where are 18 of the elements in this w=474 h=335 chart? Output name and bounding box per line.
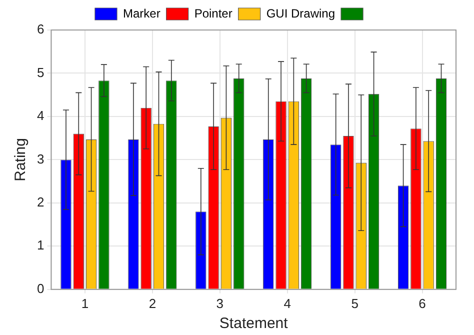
x-axis-title: Statement — [219, 315, 289, 332]
legend-label: Marker — [122, 6, 160, 20]
y-axis-title: Rating — [12, 138, 30, 182]
y-tick-label: 0 — [36, 280, 44, 296]
x-tick-label: 5 — [351, 296, 358, 311]
y-tick-label: 1 — [36, 238, 44, 253]
y-tick-label: 2 — [36, 194, 44, 210]
legend-label: Pointer — [194, 6, 232, 20]
x-tick-label: 1 — [81, 296, 89, 311]
x-tick-label: 2 — [148, 296, 156, 311]
x-tick-label: 6 — [418, 296, 426, 311]
y-tick-label: 6 — [36, 22, 44, 37]
y-tick-label: 3 — [36, 151, 44, 166]
x-tick-label: 4 — [284, 296, 291, 311]
y-tick-label: 4 — [36, 108, 44, 124]
legend-label: GUI Drawing — [266, 6, 336, 20]
y-tick-label: 5 — [36, 64, 44, 80]
x-tick-label: 3 — [216, 296, 224, 311]
